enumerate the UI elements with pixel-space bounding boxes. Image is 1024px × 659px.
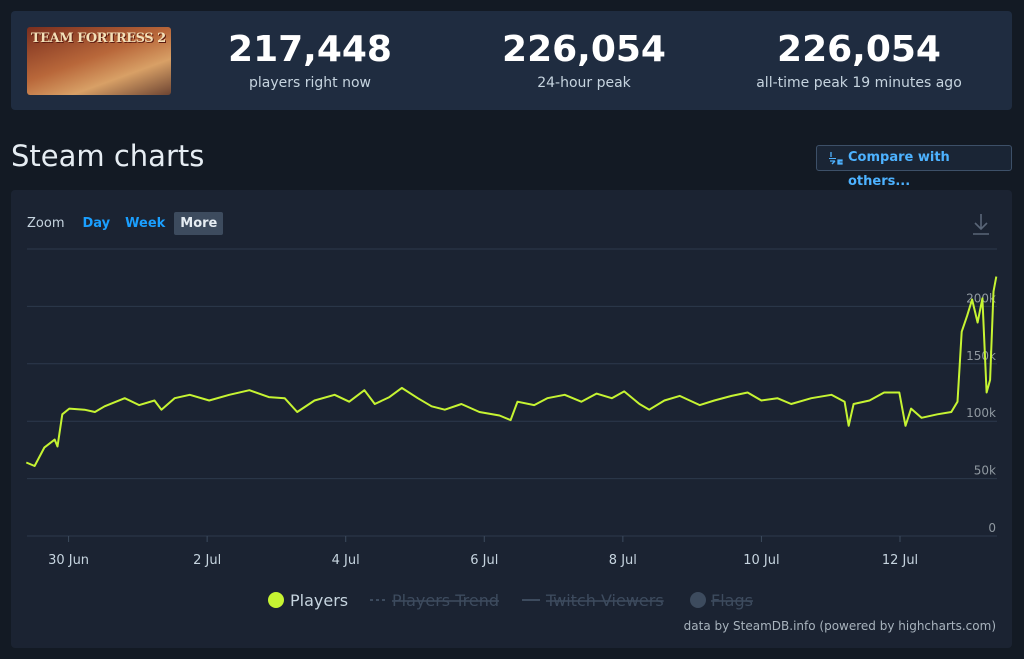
y-tick-label: 50k xyxy=(974,464,996,478)
download-icon[interactable] xyxy=(973,214,989,235)
zoom-bar: Zoom Day Week More xyxy=(27,212,226,235)
legend-marker[interactable] xyxy=(268,592,284,608)
game-logo-text: TEAM FORTRESS 2 xyxy=(31,31,166,46)
legend-label-hidden[interactable]: Flags xyxy=(711,591,753,610)
zoom-option[interactable]: More xyxy=(174,212,224,235)
compare-label: Compare with others... xyxy=(848,150,950,189)
stat-label: all-time peak 19 minutes ago xyxy=(756,75,962,91)
section-title: Steam charts xyxy=(11,139,205,173)
compare-button[interactable]: Compare with others... xyxy=(816,145,1012,189)
stat: 217,448 players right now xyxy=(180,28,440,92)
stat-label: players right now xyxy=(249,75,371,91)
stat-value: 217,448 xyxy=(228,29,392,70)
x-tick-label: 10 Jul xyxy=(743,553,779,568)
y-tick-label: 100k xyxy=(966,406,996,420)
x-tick-label: 8 Jul xyxy=(609,553,637,568)
header-panel xyxy=(11,11,1012,110)
x-tick-label: 4 Jul xyxy=(332,553,360,568)
zoom-option[interactable]: Week xyxy=(125,216,166,231)
legend-label[interactable]: Players xyxy=(290,591,348,610)
game-logo[interactable]: TEAM FORTRESS 2 xyxy=(27,27,171,95)
legend-icon xyxy=(690,592,706,608)
stat-value: 226,054 xyxy=(777,29,941,70)
x-tick-label: 30 Jun xyxy=(48,553,89,568)
stat-value: 226,054 xyxy=(502,29,666,70)
zoom-option[interactable]: Day xyxy=(82,216,111,231)
credits[interactable]: data by SteamDB.info (powered by highcha… xyxy=(684,619,996,633)
legend-label-hidden[interactable]: Players Trend xyxy=(392,591,499,610)
series-line xyxy=(25,276,998,467)
x-tick-label: 2 Jul xyxy=(193,553,221,568)
stat: 226,054 24-hour peak xyxy=(454,28,714,92)
compare-icon xyxy=(829,152,843,165)
x-tick-label: 6 Jul xyxy=(470,553,498,568)
y-tick-label: 150k xyxy=(966,349,996,363)
stat-label: 24-hour peak xyxy=(537,75,631,91)
zoom-label: Zoom xyxy=(27,216,65,231)
stat: 226,054 all-time peak 19 minutes ago xyxy=(729,28,989,92)
y-tick-label: 0 xyxy=(988,521,996,535)
x-tick-label: 12 Jul xyxy=(882,553,918,568)
legend-label-hidden[interactable]: Twitch Viewers xyxy=(545,591,664,610)
